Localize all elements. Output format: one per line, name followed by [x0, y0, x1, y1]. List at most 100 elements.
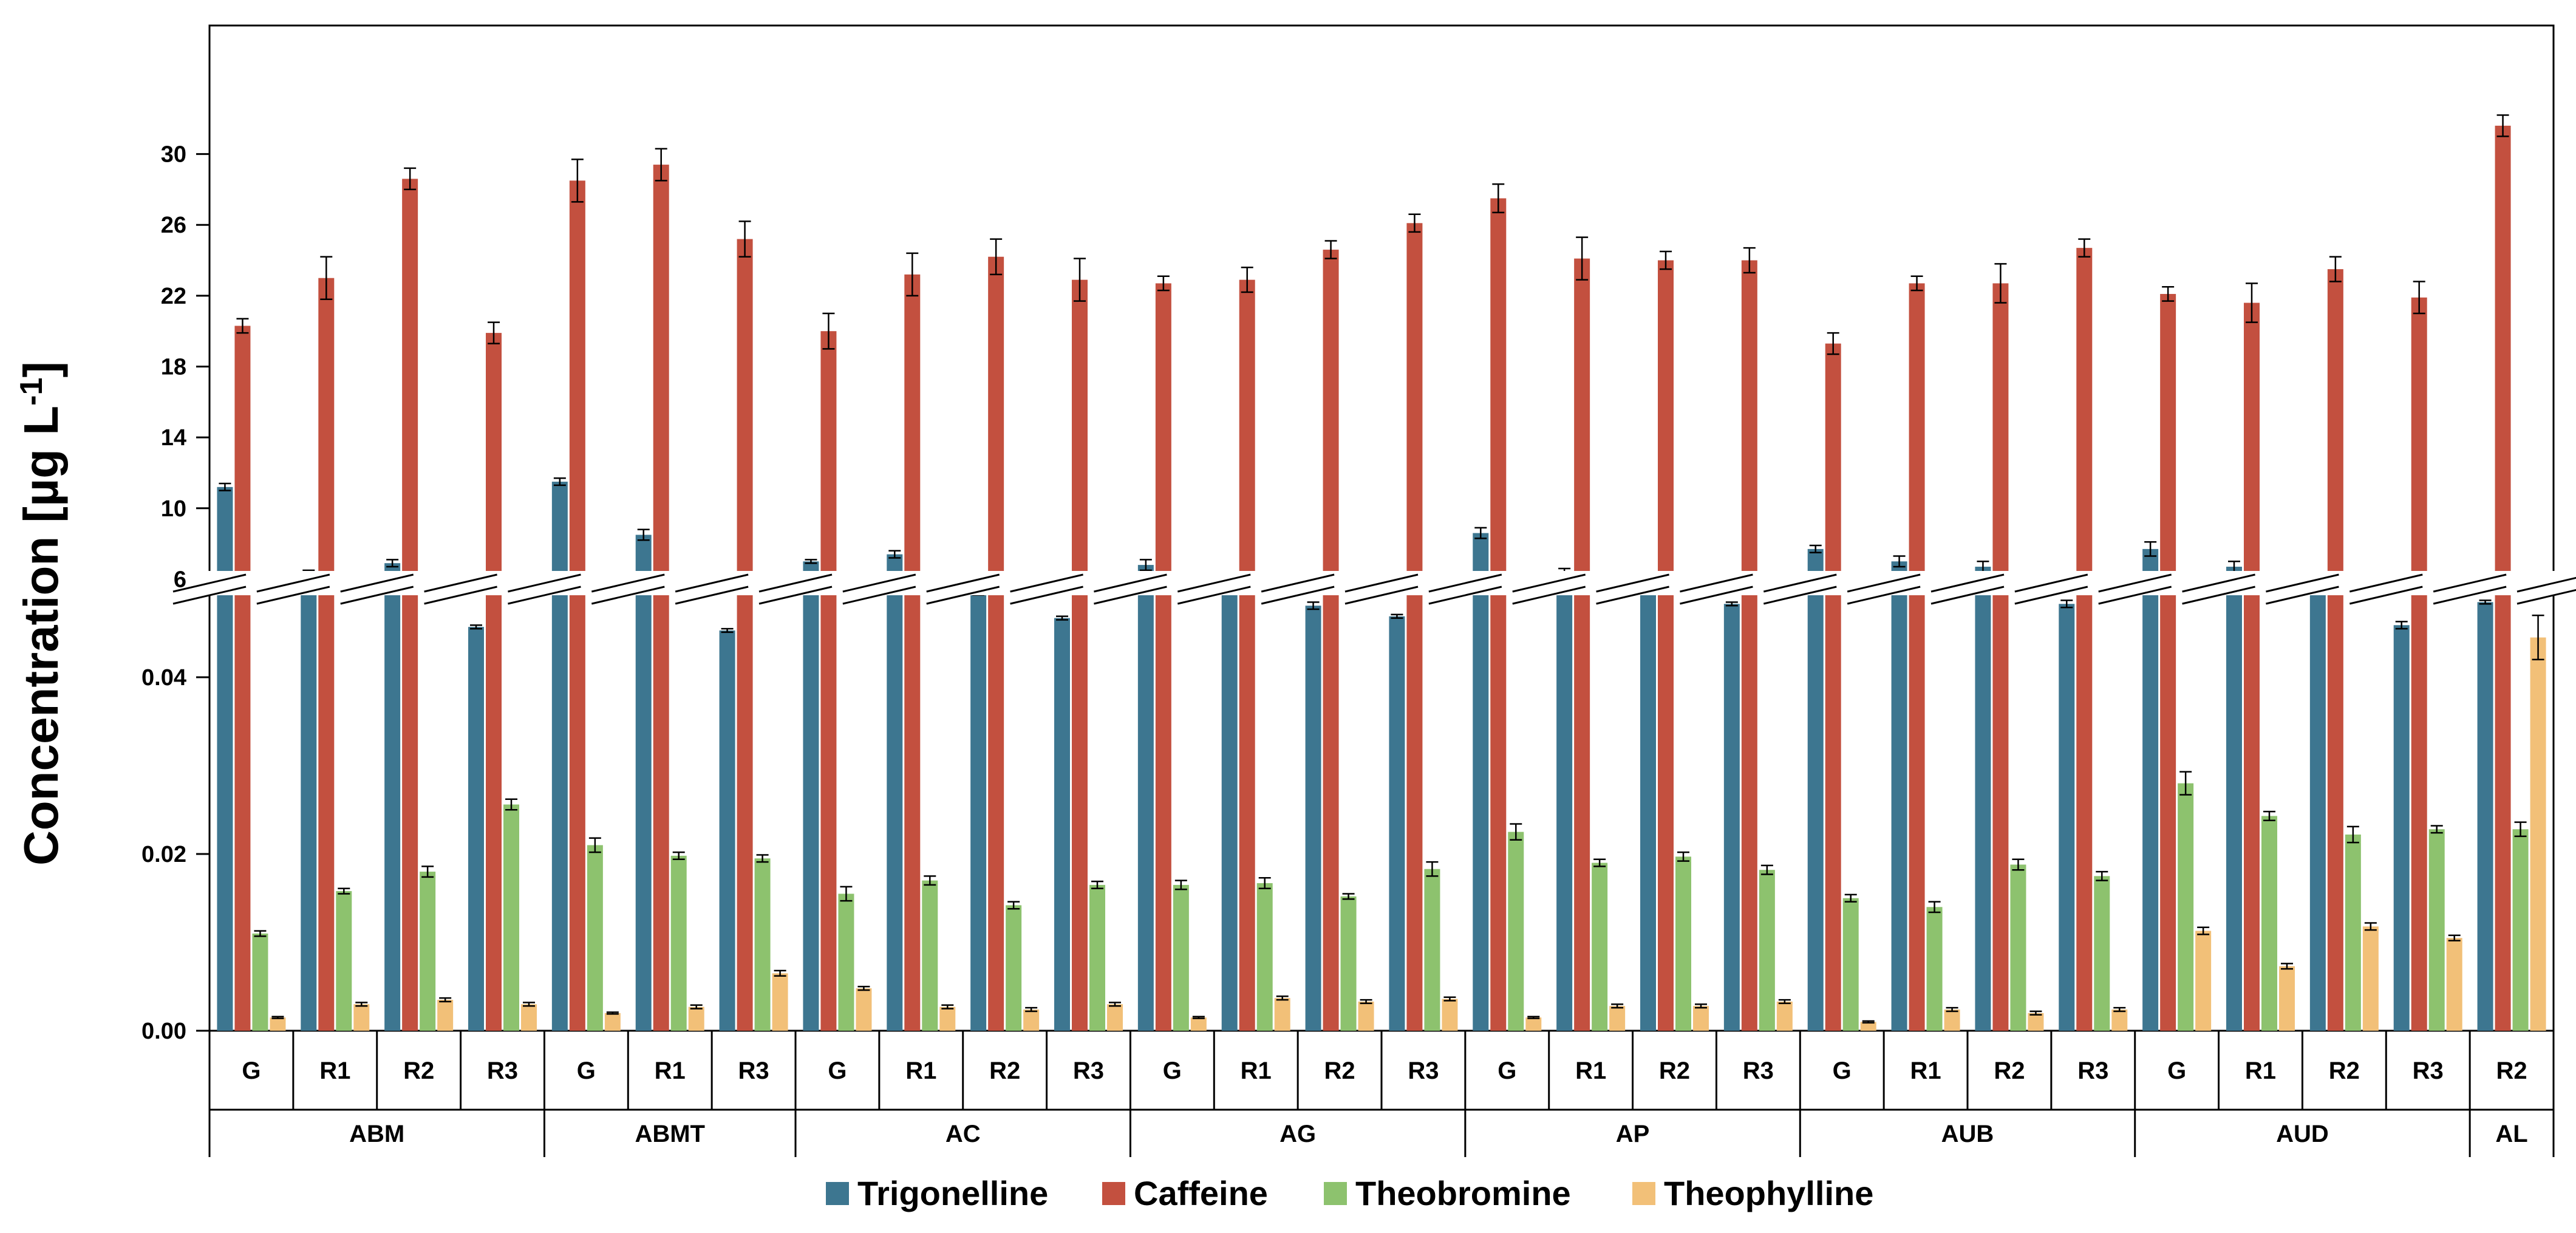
legend-swatch-trigonelline	[826, 1182, 849, 1205]
bar-caffeine	[1155, 283, 1171, 1031]
bar-trigonelline	[1556, 572, 1573, 1031]
bar-theophylline	[270, 1017, 286, 1031]
axis-break-marks	[172, 571, 2576, 605]
y-axis-label-main: Concentration [µg L	[14, 406, 68, 866]
bar-theophylline	[2530, 637, 2546, 1031]
bar-theophylline	[1609, 1006, 1626, 1031]
bar-caffeine	[1825, 343, 1841, 1031]
x-category-label: R2	[2329, 1057, 2360, 1084]
bar-caffeine	[1323, 250, 1339, 1031]
bar-theobromine	[2345, 834, 2361, 1031]
y-axis-label: Concentration [µg L-1]	[14, 361, 68, 866]
break-mark	[1680, 586, 1753, 605]
bar-caffeine	[402, 179, 418, 1031]
x-category-label: G	[2167, 1057, 2186, 1084]
break-mark	[1930, 573, 2005, 593]
x-category-label: R3	[2077, 1057, 2108, 1084]
bar-theobromine	[922, 880, 938, 1031]
x-category-label: R1	[2245, 1057, 2276, 1084]
bar-theophylline	[939, 1006, 956, 1031]
bar-caffeine	[1658, 260, 1674, 1031]
y-tick-label-lower: 0.00	[141, 1019, 186, 1044]
x-category-label: G	[1163, 1057, 1182, 1084]
bar-theophylline	[1358, 1001, 1374, 1031]
x-category-label: R3	[2413, 1057, 2444, 1084]
bar-theobromine	[336, 891, 352, 1031]
bar-caffeine	[1574, 258, 1590, 1031]
bar-caffeine	[318, 278, 335, 1031]
bar-caffeine	[1406, 223, 1423, 1031]
bar-theophylline	[2446, 938, 2462, 1031]
bar-theophylline	[772, 973, 788, 1031]
bar-caffeine	[1909, 283, 1925, 1031]
break-mark	[1596, 573, 1669, 593]
bar-theophylline	[1693, 1006, 1709, 1031]
break-mark	[926, 586, 1000, 605]
bar-trigonelline	[301, 573, 317, 1031]
break-mark	[424, 573, 497, 593]
x-category-label: R2	[989, 1057, 1020, 1084]
bar-theophylline	[604, 1013, 621, 1031]
axis-ticks: 6 10 14 18 22 26 30 0.00 0.02 0.04	[141, 142, 210, 1044]
x-group-label: AUD	[2276, 1121, 2329, 1147]
break-mark	[1177, 573, 1251, 593]
x-category-label: G	[1498, 1057, 1516, 1084]
bar-caffeine	[904, 274, 921, 1031]
bar-theobromine	[2010, 864, 2026, 1031]
break-mark	[2516, 576, 2576, 593]
bar-trigonelline	[551, 482, 568, 1031]
x-group-label: AC	[946, 1121, 981, 1147]
x-category-label: R1	[1575, 1057, 1606, 1084]
bar-theobromine	[1592, 862, 1608, 1031]
x-group-label: ABMT	[635, 1121, 705, 1147]
bar-trigonelline	[2393, 625, 2410, 1031]
bar-trigonelline	[384, 563, 401, 1031]
bar-caffeine	[1490, 198, 1507, 1031]
break-mark	[1261, 573, 1335, 593]
y-tick-label-upper: 14	[161, 425, 186, 451]
break-mark	[2098, 573, 2172, 593]
bar-trigonelline	[719, 630, 735, 1031]
x-category-label: R1	[319, 1057, 350, 1084]
legend-label-theobromine: Theobromine	[1355, 1174, 1571, 1212]
bar-caffeine	[569, 180, 585, 1031]
break-mark	[1930, 586, 2005, 605]
bar-theophylline	[856, 988, 872, 1031]
break-mark	[2098, 586, 2172, 605]
break-mark	[2182, 586, 2255, 605]
bar-theobromine	[587, 845, 603, 1031]
break-mark	[1010, 586, 1083, 605]
break-mark	[1512, 586, 1586, 605]
legend-swatch-theobromine	[1324, 1182, 1347, 1205]
bar-caffeine	[234, 326, 251, 1031]
break-mark	[2014, 573, 2088, 593]
x-category-label: G	[1833, 1057, 1852, 1084]
y-axis-label-suffix: ]	[14, 361, 68, 378]
x-group-label: AL	[2495, 1121, 2527, 1147]
bar-trigonelline	[217, 487, 233, 1031]
bar-caffeine	[2244, 302, 2260, 1031]
x-category-label: R3	[487, 1057, 518, 1084]
bar-theophylline	[1274, 998, 1290, 1031]
bar-theophylline	[1023, 1009, 1040, 1031]
bar-theobromine	[838, 893, 854, 1031]
break-mark	[1261, 586, 1335, 605]
break-mark	[1847, 573, 1921, 593]
error-bars	[219, 114, 2544, 1024]
break-mark	[256, 573, 330, 593]
bar-trigonelline	[1891, 561, 1907, 1031]
bar-trigonelline	[887, 554, 903, 1031]
break-mark	[1428, 586, 1502, 605]
bar-theobromine	[1424, 869, 1440, 1031]
break-mark	[842, 573, 916, 593]
bar-theophylline	[1860, 1022, 1876, 1031]
bar-trigonelline	[970, 591, 987, 1031]
bar-caffeine	[820, 331, 837, 1031]
bar-caffeine	[988, 256, 1004, 1031]
break-mark	[340, 573, 414, 593]
legend: Trigonelline Caffeine Theobromine Theophyll…	[826, 1174, 1873, 1212]
break-mark	[1428, 573, 1502, 593]
break-mark	[2014, 586, 2088, 605]
break-mark	[2349, 586, 2423, 605]
